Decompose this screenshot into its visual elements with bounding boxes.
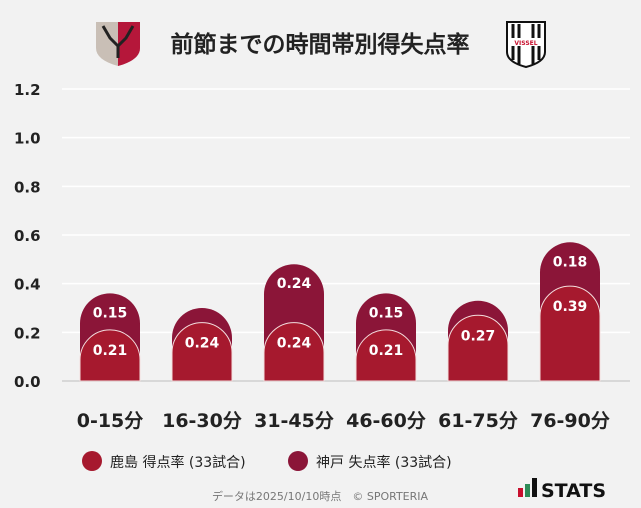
bar-kashima (447, 314, 509, 382)
legend-label-kashima: 鹿島 得点率 (33試合) (110, 454, 246, 471)
x-tick-label: 61-75分 (438, 410, 518, 432)
y-tick-label: 0.4 (14, 276, 41, 294)
y-tick-label: 1.2 (14, 81, 41, 99)
x-tick-label: 31-45分 (254, 410, 334, 432)
vissel-logo: VISSEL (506, 21, 546, 69)
y-tick-label: 0.0 (14, 373, 41, 391)
bar-kashima (355, 329, 417, 382)
legend: 鹿島 得点率 (33試合) 神戸 失点率 (33試合) (82, 451, 452, 471)
data-label-kobe: 0.15 (369, 305, 404, 321)
x-tick-label: 0-15分 (77, 410, 144, 432)
bar-kashima (79, 329, 141, 382)
bar-kashima (171, 322, 233, 382)
x-tick-label: 16-30分 (162, 410, 242, 432)
footer-note: データは2025/10/10時点 © SPORTERIA (212, 489, 429, 503)
vissel-text: VISSEL (514, 40, 537, 47)
bar-kashima (539, 285, 601, 382)
data-label-kobe: 0.18 (553, 254, 588, 270)
data-label-kashima: 0.24 (277, 336, 312, 352)
legend-swatch-kobe (288, 451, 308, 471)
y-tick-label: 0.2 (14, 324, 41, 342)
data-label-kashima: 0.39 (553, 299, 588, 315)
stats-text: STATS (541, 480, 606, 502)
y-tick-label: 1.0 (14, 130, 41, 148)
data-label-kashima: 0.21 (93, 343, 128, 359)
x-tick-label: 76-90分 (530, 410, 610, 432)
kashima-logo (96, 22, 140, 66)
chart-title: 前節までの時間帯別得失点率 (171, 31, 470, 58)
data-label-kashima: 0.24 (185, 336, 220, 352)
data-label-kobe: 0.24 (277, 276, 312, 292)
data-label-kashima: 0.21 (369, 343, 404, 359)
y-tick-label: 0.8 (14, 178, 41, 196)
x-tick-label: 46-60分 (346, 410, 426, 432)
stats-logo: STATS (518, 478, 606, 502)
data-label-kobe: 0.15 (93, 305, 128, 321)
data-label-kashima: 0.27 (461, 328, 496, 344)
legend-swatch-kashima (82, 451, 102, 471)
bar-kashima (263, 322, 325, 382)
legend-label-kobe: 神戸 失点率 (33試合) (316, 454, 452, 471)
y-tick-label: 0.6 (14, 227, 41, 245)
